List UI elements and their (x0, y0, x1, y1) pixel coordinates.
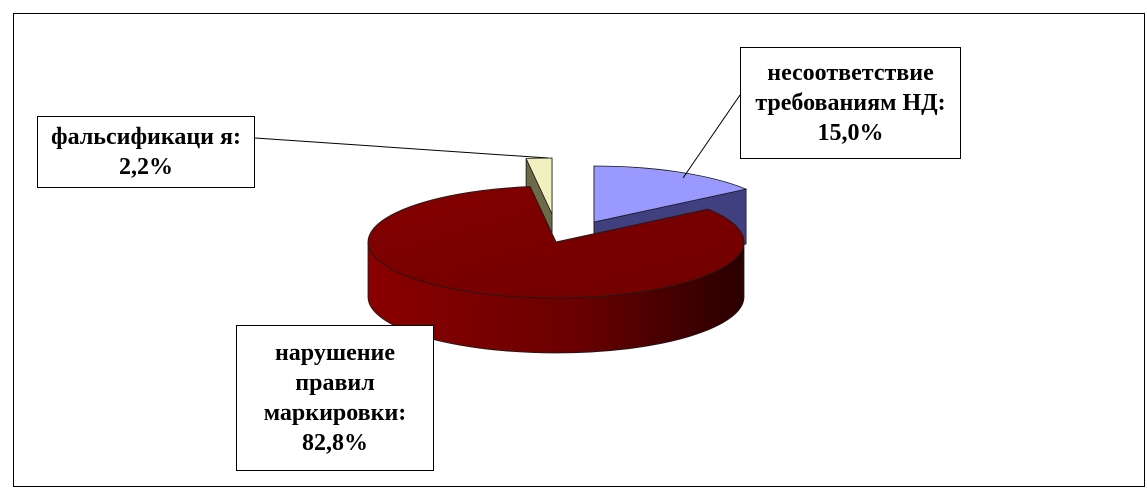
leader-line-falsification (254, 137, 549, 159)
slice-top-nd (593, 165, 748, 223)
leader-line-nd (682, 94, 741, 179)
data-label-nd: несоответствие требованиям НД: 15,0% (740, 47, 961, 159)
data-label-nd-text: несоответствие требованиям НД: 15,0% (755, 60, 946, 146)
data-label-marking: нарушение правил маркировки: 82,8% (236, 325, 434, 471)
pie-tops (367, 157, 748, 299)
data-label-marking-text: нарушение правил маркировки: 82,8% (263, 340, 407, 456)
data-label-falsification: фальсификаци я: 2,2% (37, 116, 255, 188)
slice-top-marking (367, 186, 745, 299)
data-label-falsification-text: фальсификаци я: 2,2% (51, 124, 241, 180)
slice-top-falsification (525, 157, 553, 215)
